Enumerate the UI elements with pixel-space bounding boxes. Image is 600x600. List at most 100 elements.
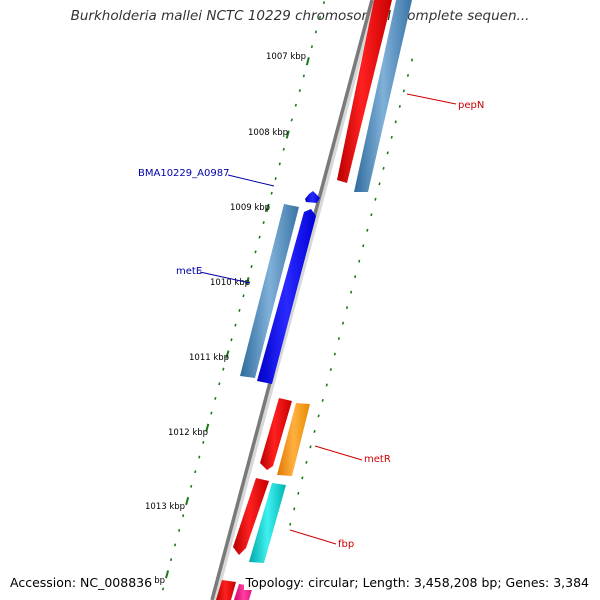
inner-tick-24 <box>230 338 233 342</box>
tick-label-1007: 1007 kbp <box>266 52 306 62</box>
inner-tick-20 <box>245 277 250 286</box>
inner-tick-37 <box>178 528 181 532</box>
inner-tick-22 <box>238 308 241 312</box>
inner-tick-16 <box>262 221 265 225</box>
outer-tick-21 <box>325 383 328 387</box>
tick-label-1010: 1010 kbp <box>210 278 250 288</box>
outer-tick-15 <box>350 290 353 294</box>
tick-label-1009: 1009 kbp <box>230 203 270 213</box>
outer-tick-25 <box>309 445 312 449</box>
leader-fbp <box>289 529 337 545</box>
gene-BMA10229_A0987[interactable] <box>305 191 320 203</box>
inner-tick-10 <box>285 130 290 139</box>
cds-metR[interactable] <box>277 403 310 476</box>
leader-pepN <box>406 93 457 105</box>
leader-metE <box>199 271 251 284</box>
outer-tick-9 <box>374 197 377 201</box>
gene-tail-red[interactable] <box>216 580 236 600</box>
outer-tick-27 <box>301 476 304 480</box>
inner-tick-36 <box>182 514 185 518</box>
inner-tick-27 <box>218 382 221 386</box>
inner-tick-34 <box>190 484 193 488</box>
inner-tick-3 <box>314 30 318 34</box>
gene-metE[interactable] <box>257 209 316 384</box>
inner-tick-23 <box>234 323 237 327</box>
inner-tick-21 <box>242 294 245 298</box>
accession-text: Accession: NC_008836 <box>10 575 155 590</box>
outer-tick-10 <box>370 213 373 217</box>
outer-tick-5 <box>390 135 393 139</box>
cds-fbp[interactable] <box>249 483 286 563</box>
tick-label-1012: 1012 kbp <box>168 428 208 438</box>
inner-tick-32 <box>198 455 201 459</box>
inner-tick-14 <box>270 191 273 195</box>
outer-tick-0 <box>410 58 414 62</box>
outer-tick-2 <box>402 89 405 93</box>
inner-tick-8 <box>294 103 297 107</box>
outer-tick-26 <box>305 460 308 464</box>
outer-tick-23 <box>317 414 320 418</box>
leader-metR <box>314 445 363 461</box>
outer-tick-1 <box>406 73 410 77</box>
label-fbp: fbp <box>338 539 354 550</box>
label-metR: metR <box>364 454 391 465</box>
cds-pepN[interactable] <box>354 0 412 192</box>
inner-tick-5 <box>305 57 310 66</box>
inner-tick-41 <box>161 587 165 591</box>
tick-label-1013: 1013 kbp <box>145 502 185 512</box>
inner-tick-6 <box>302 74 305 78</box>
gene-metR[interactable] <box>260 398 292 470</box>
outer-tick-4 <box>394 120 397 124</box>
inner-tick-13 <box>274 177 277 181</box>
outer-tick-16 <box>345 306 349 310</box>
outer-tick-6 <box>386 151 389 155</box>
outer-tick-19 <box>333 352 336 356</box>
inner-tick-11 <box>282 147 285 151</box>
outer-tick-30 <box>289 522 292 526</box>
inner-tick-39 <box>169 558 173 562</box>
outer-tick-24 <box>313 429 316 433</box>
inner-tick-26 <box>222 367 225 371</box>
inner-tick-15 <box>265 203 270 212</box>
inner-tick-9 <box>290 118 293 122</box>
inner-tick-1 <box>322 1 326 5</box>
inner-tick-28 <box>214 396 217 400</box>
map-title: Burkholderia mallei NCTC 10229 chromosom… <box>70 8 530 24</box>
outer-tick-11 <box>366 228 369 232</box>
label-BMA10229_A0987: BMA10229_A0987 <box>138 168 229 179</box>
inner-tick-18 <box>254 250 257 254</box>
inner-tick-7 <box>298 89 301 93</box>
cds-metE[interactable] <box>240 204 299 378</box>
outer-tick-12 <box>362 244 365 248</box>
outer-tick-3 <box>398 105 401 108</box>
inner-tick-19 <box>250 264 253 269</box>
outer-tick-28 <box>297 491 300 495</box>
tick-label-1011: 1011 kbp <box>189 353 229 363</box>
leader-BMA10229_A0987 <box>227 174 275 187</box>
outer-tick-22 <box>321 398 324 402</box>
inner-tick-30 <box>205 423 210 432</box>
inner-tick-12 <box>278 162 281 166</box>
outer-tick-8 <box>378 182 381 186</box>
tick-label-1008: 1008 kbp <box>248 128 288 138</box>
inner-tick-40 <box>165 570 170 579</box>
outer-tick-13 <box>358 259 361 263</box>
outer-tick-20 <box>329 368 332 371</box>
inner-tick-29 <box>210 411 213 415</box>
inner-tick-38 <box>174 543 177 547</box>
gene-pepN[interactable] <box>337 0 392 183</box>
label-pepN: pepN <box>458 100 484 111</box>
inner-tick-33 <box>194 470 197 474</box>
label-metE: metE <box>176 266 202 277</box>
outer-tick-17 <box>341 321 345 325</box>
inner-tick-4 <box>310 45 313 49</box>
inner-tick-25 <box>225 350 230 359</box>
inner-tick-17 <box>258 235 261 239</box>
gene-fbp[interactable] <box>233 478 269 555</box>
topology-text: Topology: circular; Length: 3,458,208 bp… <box>243 575 589 590</box>
inner-tick-31 <box>202 440 205 444</box>
outer-tick-29 <box>293 507 296 511</box>
inner-tick-2 <box>318 15 322 19</box>
outer-tick-7 <box>382 166 385 170</box>
